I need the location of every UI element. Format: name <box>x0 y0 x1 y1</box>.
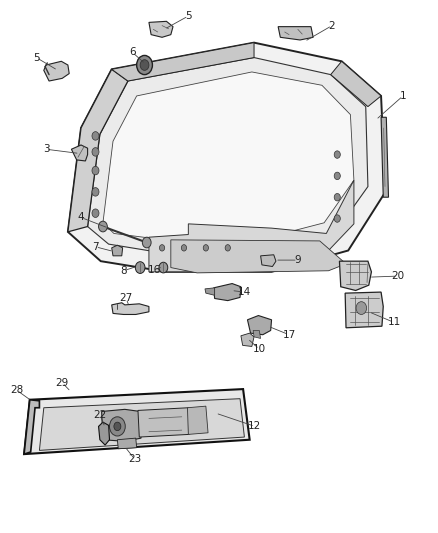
Polygon shape <box>68 43 385 272</box>
Circle shape <box>142 237 151 248</box>
Polygon shape <box>214 284 241 301</box>
Polygon shape <box>261 255 276 266</box>
Polygon shape <box>278 27 313 40</box>
Polygon shape <box>241 333 254 346</box>
Circle shape <box>110 417 125 436</box>
Text: 29: 29 <box>56 378 69 387</box>
Text: 9: 9 <box>294 255 301 265</box>
Text: 16: 16 <box>148 265 161 275</box>
Text: 12: 12 <box>248 422 261 431</box>
Polygon shape <box>71 145 88 161</box>
Circle shape <box>203 245 208 251</box>
Polygon shape <box>102 409 141 441</box>
Polygon shape <box>381 117 389 197</box>
Text: 5: 5 <box>33 53 40 62</box>
Circle shape <box>140 60 149 70</box>
Circle shape <box>159 262 168 273</box>
Circle shape <box>181 245 187 251</box>
Text: 10: 10 <box>253 344 266 354</box>
Polygon shape <box>88 58 368 253</box>
Polygon shape <box>112 245 123 256</box>
Polygon shape <box>339 261 371 290</box>
Text: 1: 1 <box>399 91 406 101</box>
Circle shape <box>135 262 145 273</box>
Polygon shape <box>117 438 137 449</box>
Circle shape <box>159 245 165 251</box>
Polygon shape <box>68 69 128 232</box>
Polygon shape <box>253 330 261 338</box>
Text: 20: 20 <box>391 271 404 281</box>
Text: 17: 17 <box>283 330 296 340</box>
Polygon shape <box>247 316 272 335</box>
Polygon shape <box>187 406 208 434</box>
Text: 11: 11 <box>388 318 401 327</box>
Polygon shape <box>99 422 110 445</box>
Text: 14: 14 <box>238 287 251 297</box>
Circle shape <box>92 148 99 156</box>
Text: 3: 3 <box>42 144 49 154</box>
Circle shape <box>334 215 340 222</box>
Circle shape <box>92 188 99 196</box>
Circle shape <box>334 172 340 180</box>
Circle shape <box>92 166 99 175</box>
Polygon shape <box>103 72 354 240</box>
Text: 28: 28 <box>10 385 23 395</box>
Text: 2: 2 <box>328 21 336 30</box>
Polygon shape <box>345 292 383 328</box>
Polygon shape <box>112 303 149 314</box>
Text: 8: 8 <box>120 266 127 276</box>
Polygon shape <box>138 408 189 437</box>
Text: 27: 27 <box>120 294 133 303</box>
Text: 4: 4 <box>78 213 85 222</box>
Circle shape <box>99 221 107 232</box>
Polygon shape <box>39 399 244 450</box>
Circle shape <box>334 151 340 158</box>
Circle shape <box>334 193 340 201</box>
Text: 23: 23 <box>128 455 141 464</box>
Circle shape <box>92 209 99 217</box>
Polygon shape <box>112 43 254 81</box>
Polygon shape <box>205 288 215 295</box>
Text: 6: 6 <box>129 47 136 57</box>
Polygon shape <box>24 389 250 454</box>
Polygon shape <box>149 21 173 37</box>
Circle shape <box>114 422 121 431</box>
Text: 7: 7 <box>92 242 99 252</box>
Text: 22: 22 <box>93 410 106 419</box>
Polygon shape <box>24 400 39 454</box>
Text: 5: 5 <box>185 11 192 21</box>
Polygon shape <box>44 61 69 81</box>
Circle shape <box>137 55 152 75</box>
Polygon shape <box>171 240 346 273</box>
Circle shape <box>92 132 99 140</box>
Circle shape <box>225 245 230 251</box>
Polygon shape <box>149 180 354 272</box>
Polygon shape <box>331 61 381 107</box>
Circle shape <box>356 302 367 314</box>
